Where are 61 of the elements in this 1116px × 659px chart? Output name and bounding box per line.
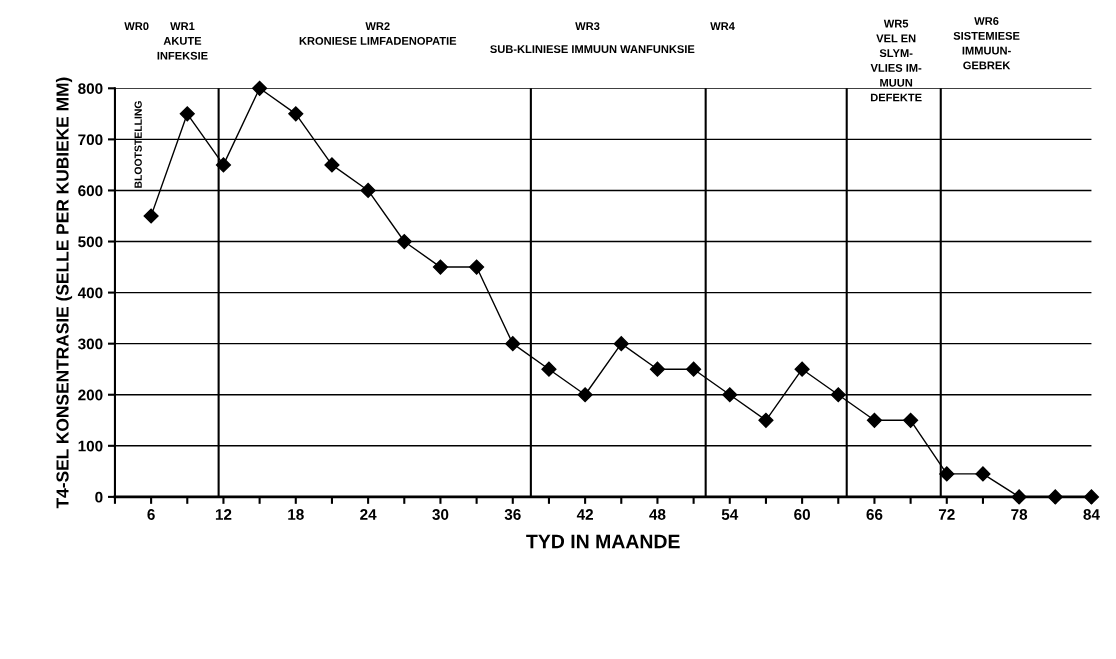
point [288,106,304,122]
x-tick-label: 24 [360,509,377,520]
x-tick-label: 6 [147,509,155,520]
annotation: BLOOTSTELLING [134,101,142,188]
text: WR3 [575,22,600,31]
text: WR1 AKUTE INFEKSIE [157,22,208,60]
point [722,387,738,403]
point [432,259,449,275]
text: WR0 [124,22,149,31]
x-tick-label: 48 [649,509,666,520]
point [794,361,810,377]
x-tick-label: 30 [432,509,449,520]
text: WR2 KRONIESE LIMFADENOPATIE [299,22,457,45]
x-tick-label: 72 [938,509,955,520]
point [1083,489,1100,505]
y-tick-label: 800 [78,83,103,94]
point [143,208,159,224]
point [541,361,557,377]
x-axis-title: TYD IN MAANDE [526,534,680,549]
y-tick-label: 200 [78,389,103,401]
text: SUB-KLINIESE IMMUUN WANFUNKSIE [490,45,695,54]
text: WR6 SISTEMIESE IMMUUN- GEBREK [953,17,1020,70]
point [324,157,340,173]
y-tick-label: 400 [77,287,103,299]
y-tick-label: 100 [78,440,103,452]
point [686,361,702,377]
y-tick-label: 500 [78,236,103,248]
x-tick-label: 78 [1011,509,1028,520]
point [179,106,195,122]
x-tick-label: 66 [866,509,883,520]
x-tick-label: 36 [504,509,521,520]
x-tick-label: 12 [215,509,232,520]
point [469,259,485,275]
x-tick-label: 18 [288,509,304,520]
point [505,336,521,352]
y-tick-label: 600 [78,185,103,197]
annotation: WR5 VEL EN SLYM- VLIES IM- MUUN DEFEKTE [870,19,922,102]
point [866,412,883,428]
point [975,466,991,482]
point [1047,489,1063,505]
x-tick-label: 60 [794,509,810,520]
x-tick-label: 84 [1083,509,1100,520]
x-tick-label: 54 [721,509,739,520]
y-tick-label: 700 [78,134,103,146]
point [1011,489,1027,505]
point [577,387,593,403]
point [360,182,376,199]
point [215,157,232,173]
point [830,387,846,403]
point [939,466,955,482]
point [903,412,919,428]
x-tick-label: 42 [576,509,593,520]
point [758,412,774,428]
y-axis-title: T4-SEL KONSENTRASIE (SELLE PER KUBIEKE MM) [55,77,73,509]
point [396,233,412,250]
point [649,361,666,377]
y-tick-label: 300 [78,338,103,350]
text: WR4 [710,22,735,30]
point [613,336,629,352]
y-tick-label: 0 [95,491,103,503]
point [252,80,268,96]
